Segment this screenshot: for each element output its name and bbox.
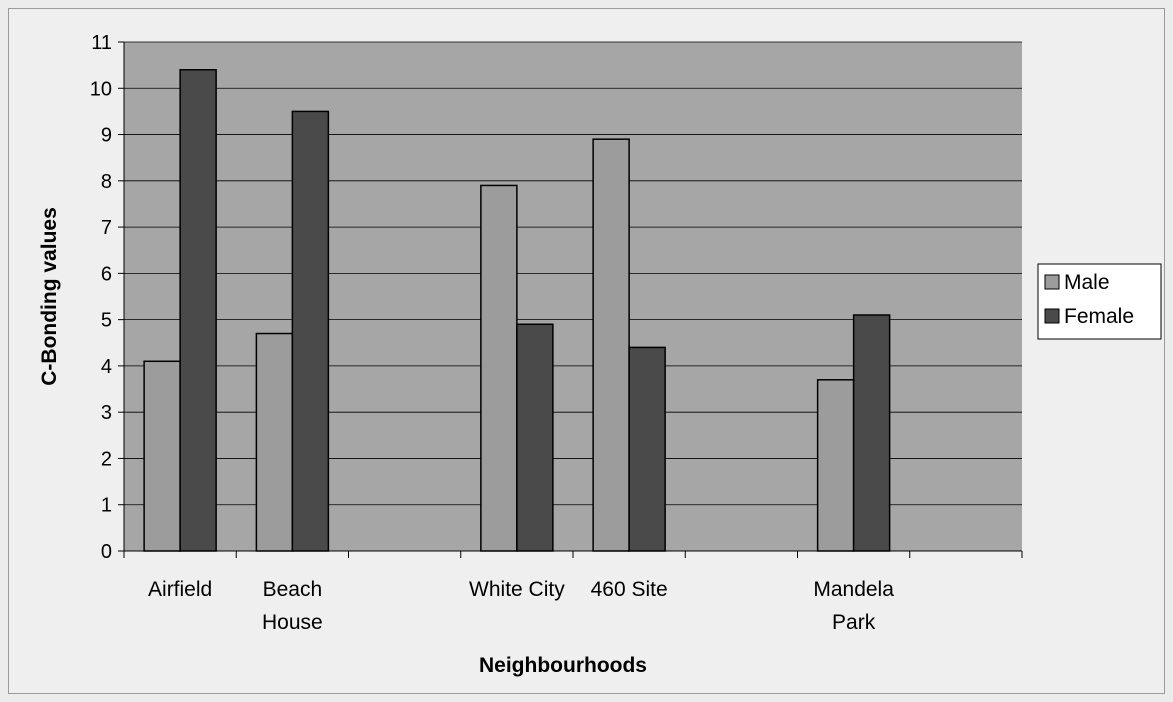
category-label: Airfield — [148, 578, 212, 601]
bar-male — [255, 332, 294, 552]
bar-female — [516, 323, 554, 552]
y-tick-label: 1 — [101, 495, 112, 517]
y-tick-label: 9 — [101, 125, 112, 147]
category-label: Beach — [263, 578, 323, 601]
legend-swatch-female — [1044, 308, 1060, 324]
y-tick-label: 5 — [101, 310, 112, 332]
x-tick-marks — [123, 551, 1023, 558]
bar-male — [143, 360, 181, 552]
y-tick-label: 7 — [101, 217, 112, 239]
y-axis-title: C-Bonding values — [38, 207, 61, 386]
bar-male — [816, 379, 855, 552]
x-axis-title: Neighbourhoods — [479, 654, 647, 677]
y-tick-label: 11 — [91, 32, 112, 54]
bar-female — [852, 314, 891, 552]
y-tick-label: 10 — [90, 78, 112, 100]
category-label: Mandela — [813, 578, 894, 601]
bar-female — [628, 346, 666, 552]
category-label: White City — [469, 578, 565, 601]
legend-label-male: Male — [1064, 271, 1110, 294]
bar-female — [179, 69, 217, 552]
y-tick-label: 4 — [101, 356, 112, 378]
y-tick-label: 3 — [101, 402, 112, 424]
bar-chart: 0 1 2 3 4 5 6 7 8 9 10 11 Airfield Beach House White C… — [38, 32, 1162, 677]
chart-frame: 0 1 2 3 4 5 6 7 8 9 10 11 Airfield Beach House White C… — [8, 8, 1165, 694]
y-tick-labels: 0 1 2 3 4 5 6 7 8 9 10 11 — [90, 32, 124, 563]
legend-swatch-male — [1044, 274, 1060, 290]
category-label: Park — [832, 611, 876, 634]
category-label: House — [262, 611, 323, 634]
bar-female — [291, 110, 330, 552]
category-labels: Airfield Beach House White City 460 Site Mand… — [148, 578, 894, 634]
y-tick-label: 8 — [101, 171, 112, 193]
legend-label-female: Female — [1064, 305, 1134, 328]
legend: Male Female — [1037, 263, 1162, 340]
y-tick-label: 6 — [101, 263, 112, 285]
legend-box — [1037, 263, 1162, 340]
bar-male — [592, 138, 630, 552]
bars — [143, 69, 891, 552]
y-tick-label: 0 — [101, 541, 112, 563]
category-label: 460 Site — [591, 578, 668, 601]
y-tick-label: 2 — [101, 448, 112, 470]
bar-male — [480, 184, 518, 552]
